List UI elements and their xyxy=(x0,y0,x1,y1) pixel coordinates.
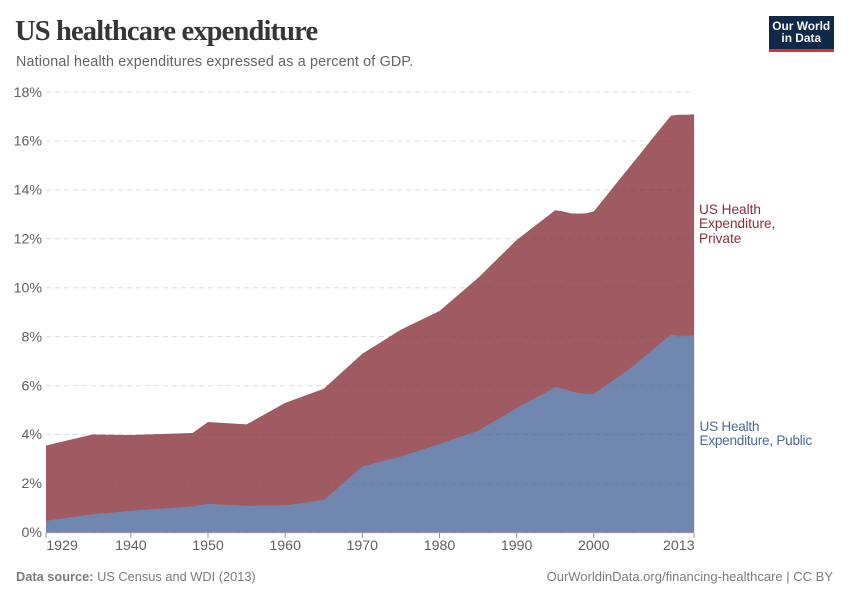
svg-text:6%: 6% xyxy=(21,378,42,394)
svg-text:12%: 12% xyxy=(14,232,43,248)
svg-text:0%: 0% xyxy=(21,525,42,541)
svg-text:1960: 1960 xyxy=(269,538,301,554)
svg-text:1929: 1929 xyxy=(46,538,78,554)
svg-text:10%: 10% xyxy=(14,280,43,296)
svg-text:2%: 2% xyxy=(21,476,42,492)
svg-text:8%: 8% xyxy=(21,329,42,345)
svg-text:4%: 4% xyxy=(21,427,42,443)
svg-text:16%: 16% xyxy=(14,134,43,150)
svg-text:18%: 18% xyxy=(14,85,43,101)
svg-text:2000: 2000 xyxy=(578,538,610,554)
svg-text:2013: 2013 xyxy=(663,538,695,554)
svg-text:1980: 1980 xyxy=(424,538,456,554)
svg-text:1970: 1970 xyxy=(347,538,379,554)
svg-text:1990: 1990 xyxy=(501,538,533,554)
svg-text:14%: 14% xyxy=(14,183,43,199)
svg-text:1940: 1940 xyxy=(115,538,147,554)
svg-text:1950: 1950 xyxy=(192,538,224,554)
